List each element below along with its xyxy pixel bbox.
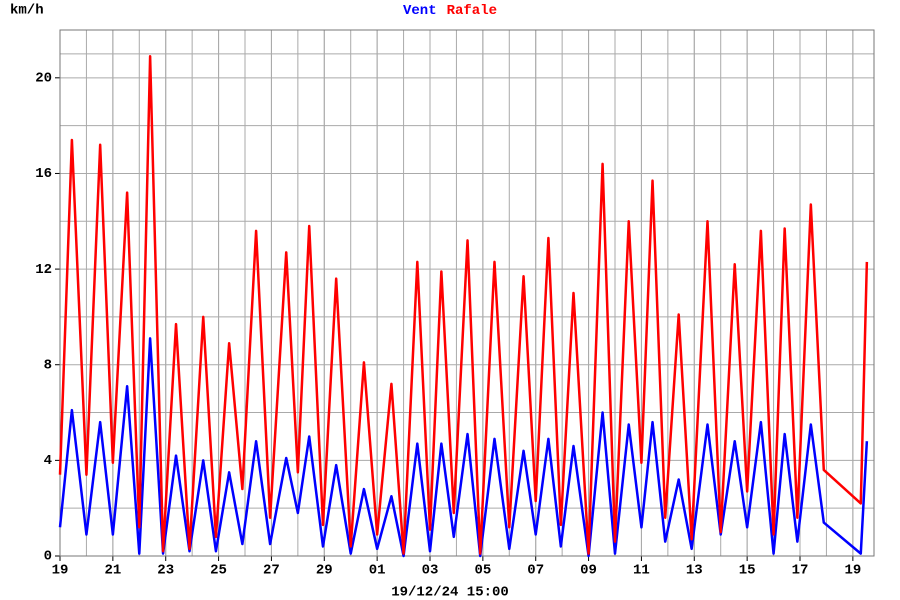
x-tick-label: 03	[422, 563, 439, 579]
plot-frame	[59, 29, 875, 557]
x-tick-label: 15	[739, 563, 756, 579]
legend-entry: Rafale	[447, 3, 497, 19]
y-tick-label: 0	[44, 549, 52, 565]
x-tick-label: 13	[686, 563, 703, 579]
y-tick-label: 12	[35, 262, 52, 278]
y-tick-label: 4	[44, 453, 52, 469]
y-tick-label: 16	[35, 166, 52, 182]
x-tick-label: 29	[316, 563, 333, 579]
x-tick-label: 27	[263, 563, 280, 579]
x-tick-label: 19	[844, 563, 861, 579]
x-tick-label: 23	[157, 563, 174, 579]
x-tick-label: 21	[104, 563, 121, 579]
legend-entry: Vent	[403, 3, 437, 19]
x-tick-label: 17	[792, 563, 809, 579]
y-tick-label: 20	[35, 71, 52, 87]
x-tick-label: 05	[474, 563, 491, 579]
x-tick-label: 11	[633, 563, 650, 579]
y-tick-label: 8	[44, 357, 52, 373]
series-line	[58, 55, 869, 555]
x-axis-label: 19/12/24 15:00	[391, 585, 509, 600]
x-tick-label: 19	[52, 563, 69, 579]
x-tick-label: 07	[527, 563, 544, 579]
series-line	[58, 337, 869, 558]
y-axis-label: km/h	[10, 3, 44, 19]
x-tick-label: 25	[210, 563, 227, 579]
x-tick-label: 09	[580, 563, 597, 579]
legend: Vent Rafale	[403, 3, 497, 19]
x-tick-label: 01	[369, 563, 386, 579]
